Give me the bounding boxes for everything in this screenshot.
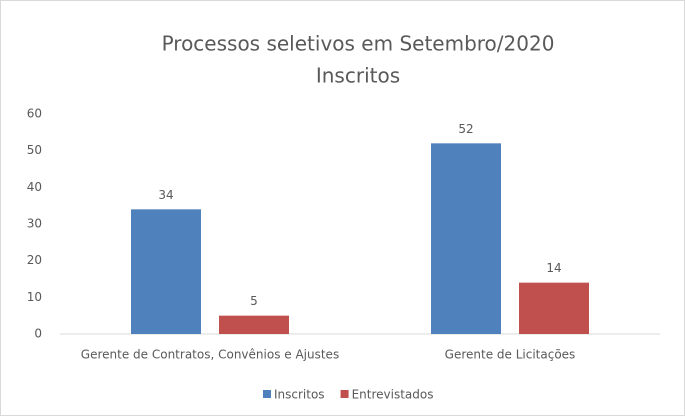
legend-label: Entrevistados: [352, 388, 434, 402]
y-tick-label: 40: [27, 180, 42, 194]
value-label: 34: [158, 188, 173, 202]
x-tick-label: Gerente de Licitações: [445, 348, 576, 362]
x-tick-label: Gerente de Contratos, Convênios e Ajuste…: [81, 348, 339, 362]
bar: [219, 315, 289, 334]
value-label: 5: [250, 294, 258, 308]
value-label: 14: [546, 261, 561, 275]
chart-subtitle: Inscritos: [316, 64, 400, 88]
bar: [431, 143, 501, 334]
chart-title: Processos seletivos em Setembro/2020: [162, 32, 555, 56]
y-tick-label: 0: [34, 327, 42, 341]
y-tick-label: 10: [27, 290, 42, 304]
legend-swatch: [340, 390, 349, 398]
legend-label: Inscritos: [274, 388, 325, 402]
y-tick-label: 60: [27, 107, 42, 121]
y-tick-label: 30: [27, 217, 42, 231]
bar: [519, 282, 589, 334]
y-tick-label: 20: [27, 253, 42, 267]
legend-swatch: [263, 390, 271, 398]
y-tick-label: 50: [27, 143, 42, 157]
bar: [131, 209, 201, 334]
value-label: 52: [458, 122, 473, 136]
